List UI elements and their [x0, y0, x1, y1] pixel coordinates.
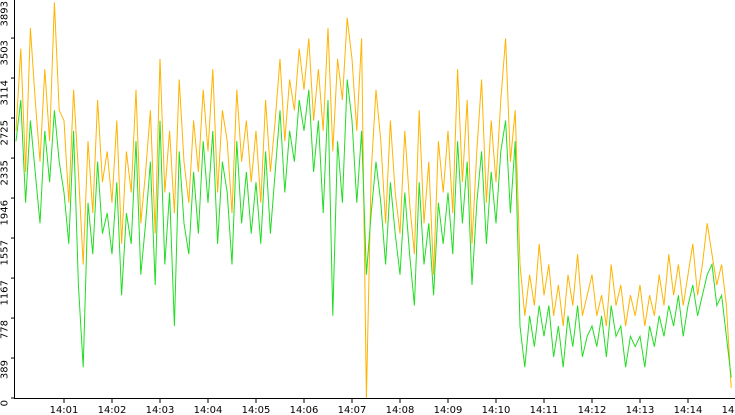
x-tick-label: 14:11 [530, 405, 559, 415]
x-tick-label: 14:08 [386, 405, 415, 415]
y-tick-label: 389 [0, 360, 10, 379]
y-tick-label: 2725 [0, 120, 10, 145]
x-tick-label: 14:09 [434, 405, 463, 415]
y-tick-label: 3503 [0, 40, 10, 65]
x-tick-label: 14:07 [338, 405, 367, 415]
x-tick-label: 14:04 [194, 405, 223, 415]
x-tick-label: 14:10 [482, 405, 511, 415]
y-tick-label: 1557 [0, 240, 10, 265]
x-tick-label: 14:03 [146, 405, 175, 415]
y-tick-label: 2335 [0, 160, 10, 185]
series-line [15, 79, 732, 378]
y-tick-label: 0 [0, 400, 10, 406]
x-tick-label: 14:13 [626, 405, 655, 415]
y-tick-label: 3893 [0, 1, 10, 26]
series-line [15, 2, 732, 399]
x-tick-label: 14:02 [98, 405, 127, 415]
y-tick-label: 778 [0, 320, 10, 339]
y-tick-label: 1946 [0, 200, 10, 225]
x-tick-label: 14:01 [50, 405, 79, 415]
y-tick-label: 3114 [0, 80, 10, 105]
y-tick-label: 1167 [0, 280, 10, 305]
x-tick-label: 14:14 [674, 405, 703, 415]
x-tick-label: 14:05 [242, 405, 271, 415]
x-tick-label: 14:06 [290, 405, 319, 415]
x-tick-label: 14:12 [578, 405, 607, 415]
x-tick-label: 14:15 [722, 405, 735, 415]
